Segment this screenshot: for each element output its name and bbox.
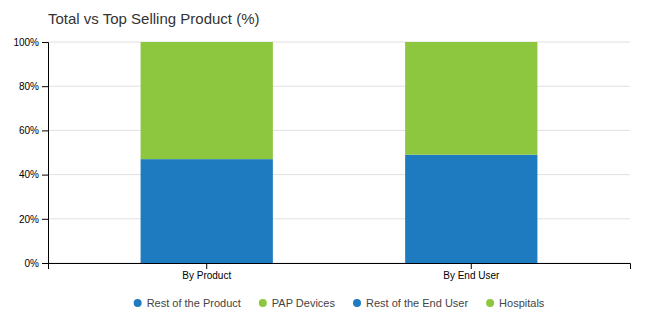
y-tick: 100% xyxy=(13,37,48,48)
legend-item: PAP Devices xyxy=(259,297,336,309)
y-axis: 0% 20% 40% 60% 80% 100% xyxy=(13,37,48,269)
y-tick-mark xyxy=(42,42,48,43)
bar xyxy=(405,155,537,263)
y-tick-mark xyxy=(42,86,48,87)
y-tick-label: 40% xyxy=(19,169,39,180)
y-tick-mark xyxy=(42,263,48,264)
y-tick: 40% xyxy=(19,169,48,180)
y-tick-mark xyxy=(42,130,48,131)
y-axis-line xyxy=(42,43,49,264)
grid-line xyxy=(48,130,630,131)
legend-swatch xyxy=(353,299,361,307)
title: Total vs Top Selling Product (%) xyxy=(48,10,260,27)
grid-line xyxy=(48,218,630,219)
legend-item: Hospitals xyxy=(486,297,545,309)
legend: Rest of the Product PAP Devices Rest of th… xyxy=(134,297,545,309)
grid-line xyxy=(48,174,630,175)
y-tick-label: 20% xyxy=(19,214,39,225)
legend-swatch xyxy=(134,299,142,307)
x-tick-label: By Product xyxy=(182,270,231,281)
x-axis-line xyxy=(49,264,631,270)
y-tick-label: 60% xyxy=(19,125,39,136)
y-tick-label: 0% xyxy=(25,258,40,269)
grid-line xyxy=(48,86,630,87)
legend-label: Rest of the Product xyxy=(147,297,241,309)
x-tick-mark xyxy=(471,263,472,269)
grid xyxy=(48,42,630,263)
legend-swatch xyxy=(259,299,267,307)
legend-swatch xyxy=(486,299,494,307)
legend-item: Rest of the Product xyxy=(134,297,241,309)
x-axis: By Product By End User xyxy=(49,263,631,281)
bar xyxy=(405,42,537,155)
legend-item: Rest of the End User xyxy=(353,297,468,309)
bar xyxy=(141,159,273,263)
y-tick: 20% xyxy=(19,214,48,225)
y-tick-label: 100% xyxy=(13,37,39,48)
grid-line xyxy=(48,42,630,43)
x-tick-mark xyxy=(206,263,207,269)
legend-label: Rest of the End User xyxy=(366,297,468,309)
y-tick: 80% xyxy=(19,81,48,92)
y-tick-label: 80% xyxy=(19,81,39,92)
y-tick-mark xyxy=(42,175,48,176)
bar xyxy=(141,42,273,159)
plot: 0% 20% 40% 60% 80% 100% By Product By End User xyxy=(13,37,630,281)
chart: Total vs Top Selling Product (%) 0% 20% 40%… xyxy=(0,0,650,325)
y-tick: 0% xyxy=(25,258,48,269)
x-tick: By End User xyxy=(443,263,500,281)
legend-label: Hospitals xyxy=(499,297,545,309)
bars xyxy=(141,42,538,263)
y-tick: 60% xyxy=(19,125,48,136)
x-tick-label: By End User xyxy=(443,270,500,281)
x-tick: By Product xyxy=(182,263,231,281)
legend-label: PAP Devices xyxy=(272,297,336,309)
y-tick-mark xyxy=(42,219,48,220)
